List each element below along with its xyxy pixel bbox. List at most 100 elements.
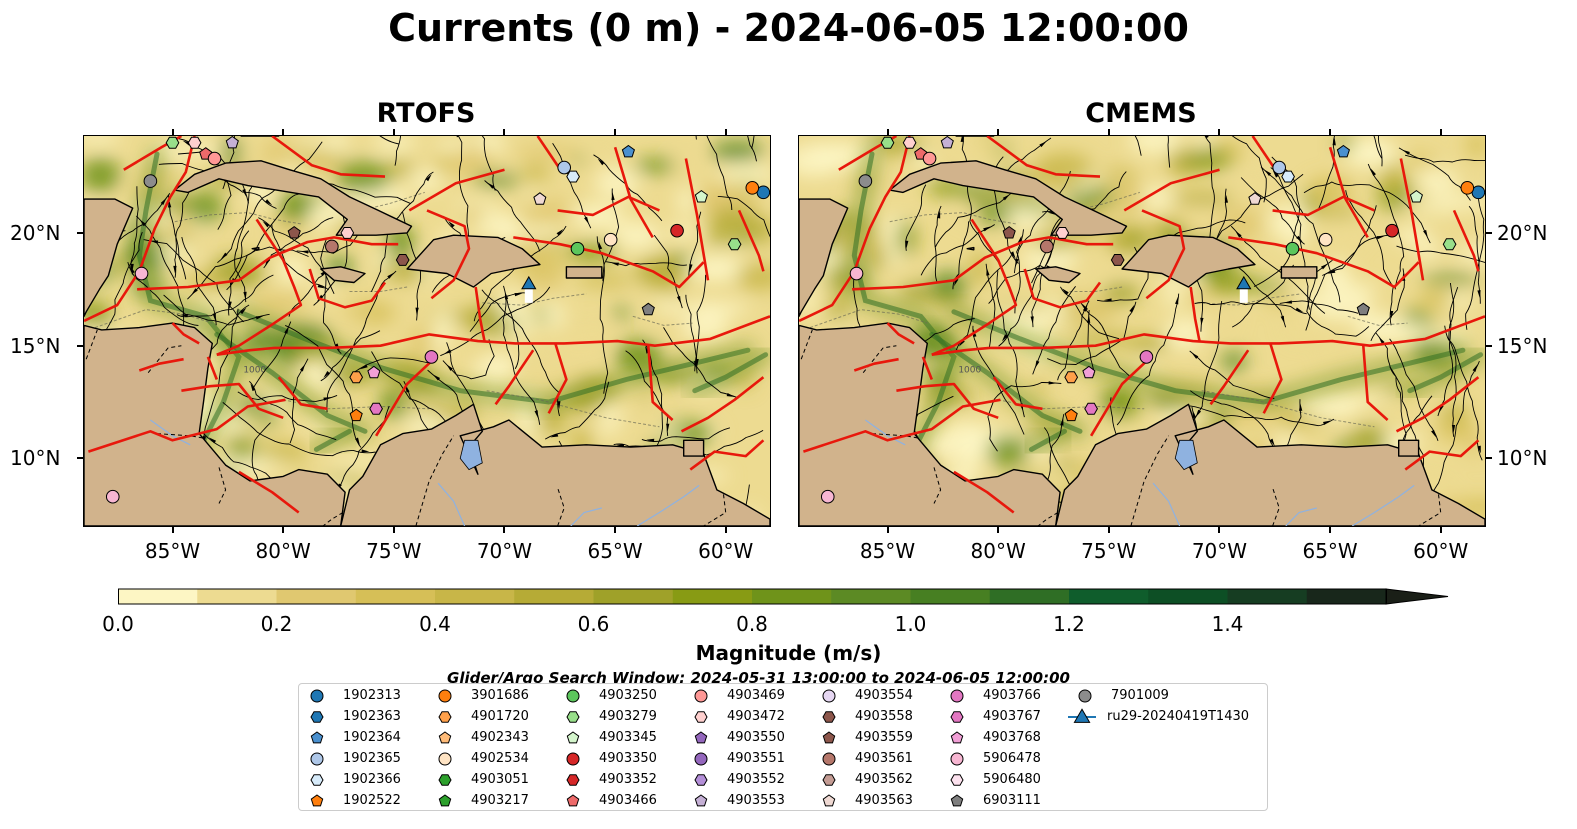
legend-marker-circle-icon: [566, 689, 580, 702]
float-marker-4902534[interactable]: [1318, 232, 1333, 247]
float-marker-1902522[interactable]: [1064, 408, 1078, 422]
float-marker-4903766[interactable]: [424, 350, 439, 364]
float-marker-5906478[interactable]: [849, 266, 864, 281]
tick-mark: [77, 231, 83, 234]
float-marker-4903558[interactable]: [395, 254, 410, 266]
float-marker-5906478[interactable]: [105, 489, 120, 504]
float-marker-1902522[interactable]: [349, 408, 363, 422]
float-marker-3901686[interactable]: [745, 181, 760, 195]
float-marker-4903561[interactable]: [1040, 239, 1054, 254]
float-marker-4902534[interactable]: [603, 232, 618, 247]
legend-marker-hexagon-icon: [694, 710, 708, 723]
float-marker-4901720[interactable]: [1064, 371, 1079, 384]
float-marker-6903111[interactable]: [641, 302, 655, 316]
legend-marker-pentagon-icon: [310, 730, 324, 743]
float-marker-4903250[interactable]: [570, 241, 585, 256]
tick-mark: [1486, 457, 1492, 460]
float-marker-4903472[interactable]: [340, 227, 355, 239]
float-marker-ru29-20240419T1430[interactable]: [1236, 275, 1252, 290]
float-marker-4901720[interactable]: [349, 371, 364, 384]
float-marker-4903250[interactable]: [1285, 241, 1300, 256]
float-marker-4903345[interactable]: [1409, 189, 1423, 203]
float-marker-1902364[interactable]: [621, 144, 635, 158]
legend-item: 4903472: [693, 706, 785, 727]
legend-marker-circle-icon: [950, 752, 964, 765]
float-marker-4903469[interactable]: [922, 151, 937, 166]
legend: 1902313 1902363 1902364 1902365 1902366 19025…: [298, 683, 1268, 811]
lat-tick-label-left: 15°N: [10, 333, 61, 358]
legend-item: 4903766: [949, 685, 1041, 706]
float-marker-4903563[interactable]: [1248, 192, 1262, 205]
float-marker-4903279[interactable]: [880, 136, 895, 149]
float-marker-4903563[interactable]: [533, 192, 547, 205]
lon-tick-label: 75°W: [1081, 539, 1137, 563]
colorbar-tick-label: 1.2: [1053, 612, 1085, 636]
float-marker-4903279[interactable]: [165, 136, 180, 149]
landmass: [84, 136, 770, 526]
float-marker-4903768[interactable]: [367, 365, 381, 379]
float-marker-5906478[interactable]: [134, 266, 149, 281]
legend-item: 4903558: [821, 706, 913, 727]
float-marker-4903279[interactable]: [1442, 238, 1457, 251]
legend-item: 4903562: [821, 769, 913, 790]
colorbar-tick-label: 0.6: [577, 612, 610, 636]
colorbar-segment: [910, 589, 991, 604]
legend-marker-circle-icon: [438, 752, 452, 765]
legend-item: 4903279: [565, 706, 657, 727]
legend-marker-circle-icon: [566, 689, 580, 702]
colorbar-segment: [593, 589, 674, 604]
legend-item: 4903563: [821, 790, 913, 811]
land-central: [84, 322, 346, 526]
float-marker-4903558[interactable]: [1110, 254, 1125, 266]
legend-label: 4903279: [599, 709, 657, 724]
legend-marker-pentagon-icon: [950, 793, 964, 806]
float-marker-4903472[interactable]: [902, 136, 917, 149]
float-marker-7901009[interactable]: [143, 174, 158, 188]
float-marker-4903472[interactable]: [1055, 227, 1070, 239]
float-marker-4903469[interactable]: [207, 151, 222, 166]
float-marker-4903561[interactable]: [325, 239, 339, 254]
legend-label: 4903250: [599, 688, 657, 703]
colorbar-segment: [752, 589, 832, 604]
float-marker-3901686[interactable]: [1460, 181, 1475, 195]
float-marker-4903553[interactable]: [225, 136, 239, 149]
float-marker-4903768[interactable]: [1082, 365, 1096, 379]
legend-label: 4903550: [727, 730, 785, 745]
eez-boundaries: [799, 136, 1485, 514]
float-marker-4903279[interactable]: [727, 238, 742, 251]
float-marker-4903766[interactable]: [1139, 350, 1154, 364]
float-marker-4903350[interactable]: [1385, 223, 1399, 238]
float-marker-7901009[interactable]: [858, 174, 873, 188]
lon-tick-label: 65°W: [587, 539, 643, 563]
float-marker-4903350[interactable]: [670, 223, 684, 238]
float-marker-1902365[interactable]: [557, 160, 572, 175]
float-marker-1902366[interactable]: [1281, 170, 1295, 183]
tick-mark: [1107, 527, 1110, 533]
float-marker-4903559[interactable]: [287, 225, 301, 239]
legend-label: 4903051: [471, 772, 529, 787]
legend-item: 4903553: [693, 790, 785, 811]
float-marker-4903345[interactable]: [694, 189, 708, 203]
legend-label: 4903558: [855, 709, 913, 724]
panel-title-rtofs: RTOFS: [376, 98, 476, 129]
float-marker-ru29-20240419T1430[interactable]: [521, 275, 537, 290]
lon-tick-label: 80°W: [970, 539, 1026, 563]
land-yucatan: [84, 198, 134, 317]
float-marker-1902365[interactable]: [1272, 160, 1287, 175]
float-marker-5906478[interactable]: [820, 489, 835, 504]
float-marker-1902364[interactable]: [1336, 144, 1350, 158]
lon-tick-label: 80°W: [255, 539, 311, 563]
float-marker-4903472[interactable]: [187, 136, 202, 149]
float-marker-1902366[interactable]: [566, 170, 580, 183]
colorbar-segment: [831, 589, 912, 604]
float-marker-4903553[interactable]: [940, 136, 954, 149]
isobath-label: 1000: [958, 366, 981, 376]
country-border: [1418, 494, 1442, 526]
float-marker-4903559[interactable]: [1002, 225, 1016, 239]
float-marker-4903767[interactable]: [1084, 402, 1098, 415]
legend-marker-circle-icon: [822, 752, 836, 765]
legend-marker-circle-icon: [822, 689, 836, 702]
float-marker-6903111[interactable]: [1356, 302, 1370, 316]
float-marker-4903767[interactable]: [369, 402, 383, 415]
legend-label: 4903472: [727, 709, 785, 724]
